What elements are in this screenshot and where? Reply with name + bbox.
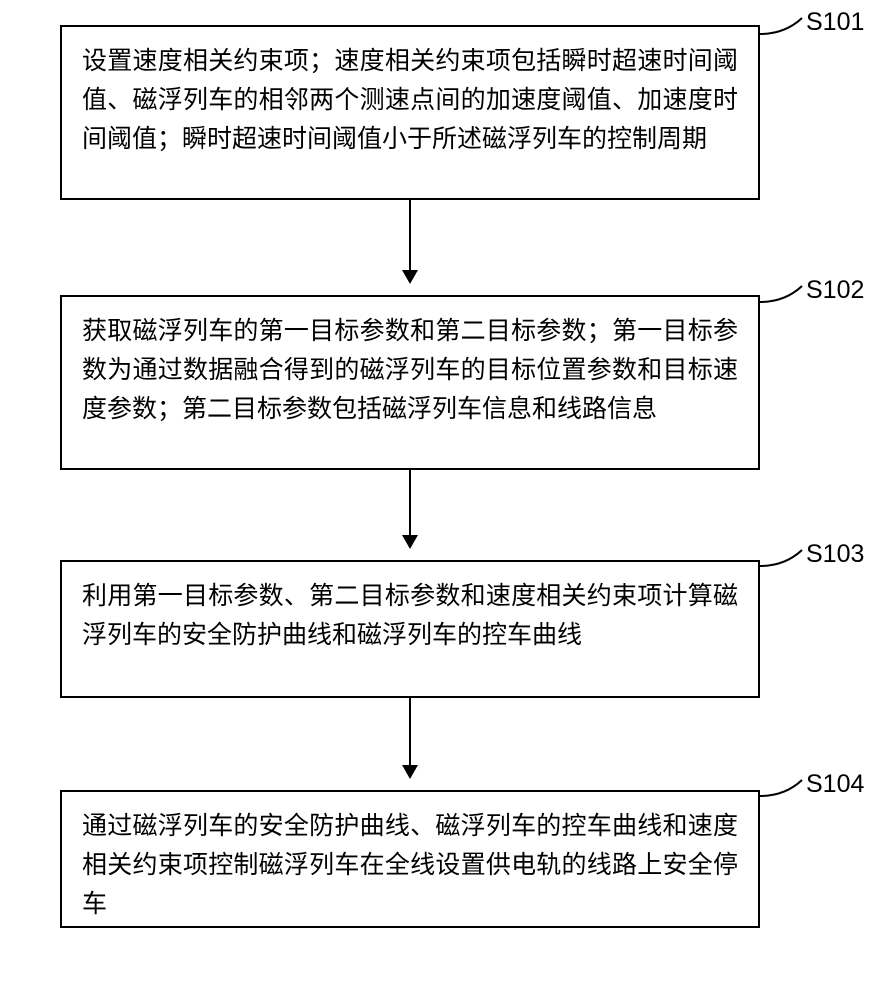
node-label-s102: S102 <box>806 276 864 305</box>
node-label-s103: S103 <box>806 540 864 569</box>
flowchart-node-s103: 利用第一目标参数、第二目标参数和速度相关约束项计算磁浮列车的安全防护曲线和磁浮列… <box>60 560 760 698</box>
node-text: 获取磁浮列车的第一目标参数和第二目标参数；第一目标参数为通过数据融合得到的磁浮列… <box>82 318 738 423</box>
label-connector <box>760 548 810 568</box>
flowchart-node-s101: 设置速度相关约束项；速度相关约束项包括瞬时超速时间阈值、磁浮列车的相邻两个测速点… <box>60 25 760 200</box>
flowchart-node-s102: 获取磁浮列车的第一目标参数和第二目标参数；第一目标参数为通过数据融合得到的磁浮列… <box>60 295 760 470</box>
node-text: 利用第一目标参数、第二目标参数和速度相关约束项计算磁浮列车的安全防护曲线和磁浮列… <box>82 583 738 649</box>
flowchart-arrow <box>409 470 411 547</box>
flowchart-container: 设置速度相关约束项；速度相关约束项包括瞬时超速时间阈值、磁浮列车的相邻两个测速点… <box>0 0 887 1000</box>
label-connector <box>760 284 810 304</box>
label-connector <box>760 16 810 36</box>
flowchart-arrow <box>409 698 411 777</box>
node-text: 通过磁浮列车的安全防护曲线、磁浮列车的控车曲线和速度相关约束项控制磁浮列车在全线… <box>82 813 738 918</box>
node-label-s101: S101 <box>806 8 864 37</box>
label-connector <box>760 778 810 798</box>
node-text: 设置速度相关约束项；速度相关约束项包括瞬时超速时间阈值、磁浮列车的相邻两个测速点… <box>82 48 738 153</box>
flowchart-node-s104: 通过磁浮列车的安全防护曲线、磁浮列车的控车曲线和速度相关约束项控制磁浮列车在全线… <box>60 790 760 928</box>
flowchart-arrow <box>409 200 411 282</box>
node-label-s104: S104 <box>806 770 864 799</box>
